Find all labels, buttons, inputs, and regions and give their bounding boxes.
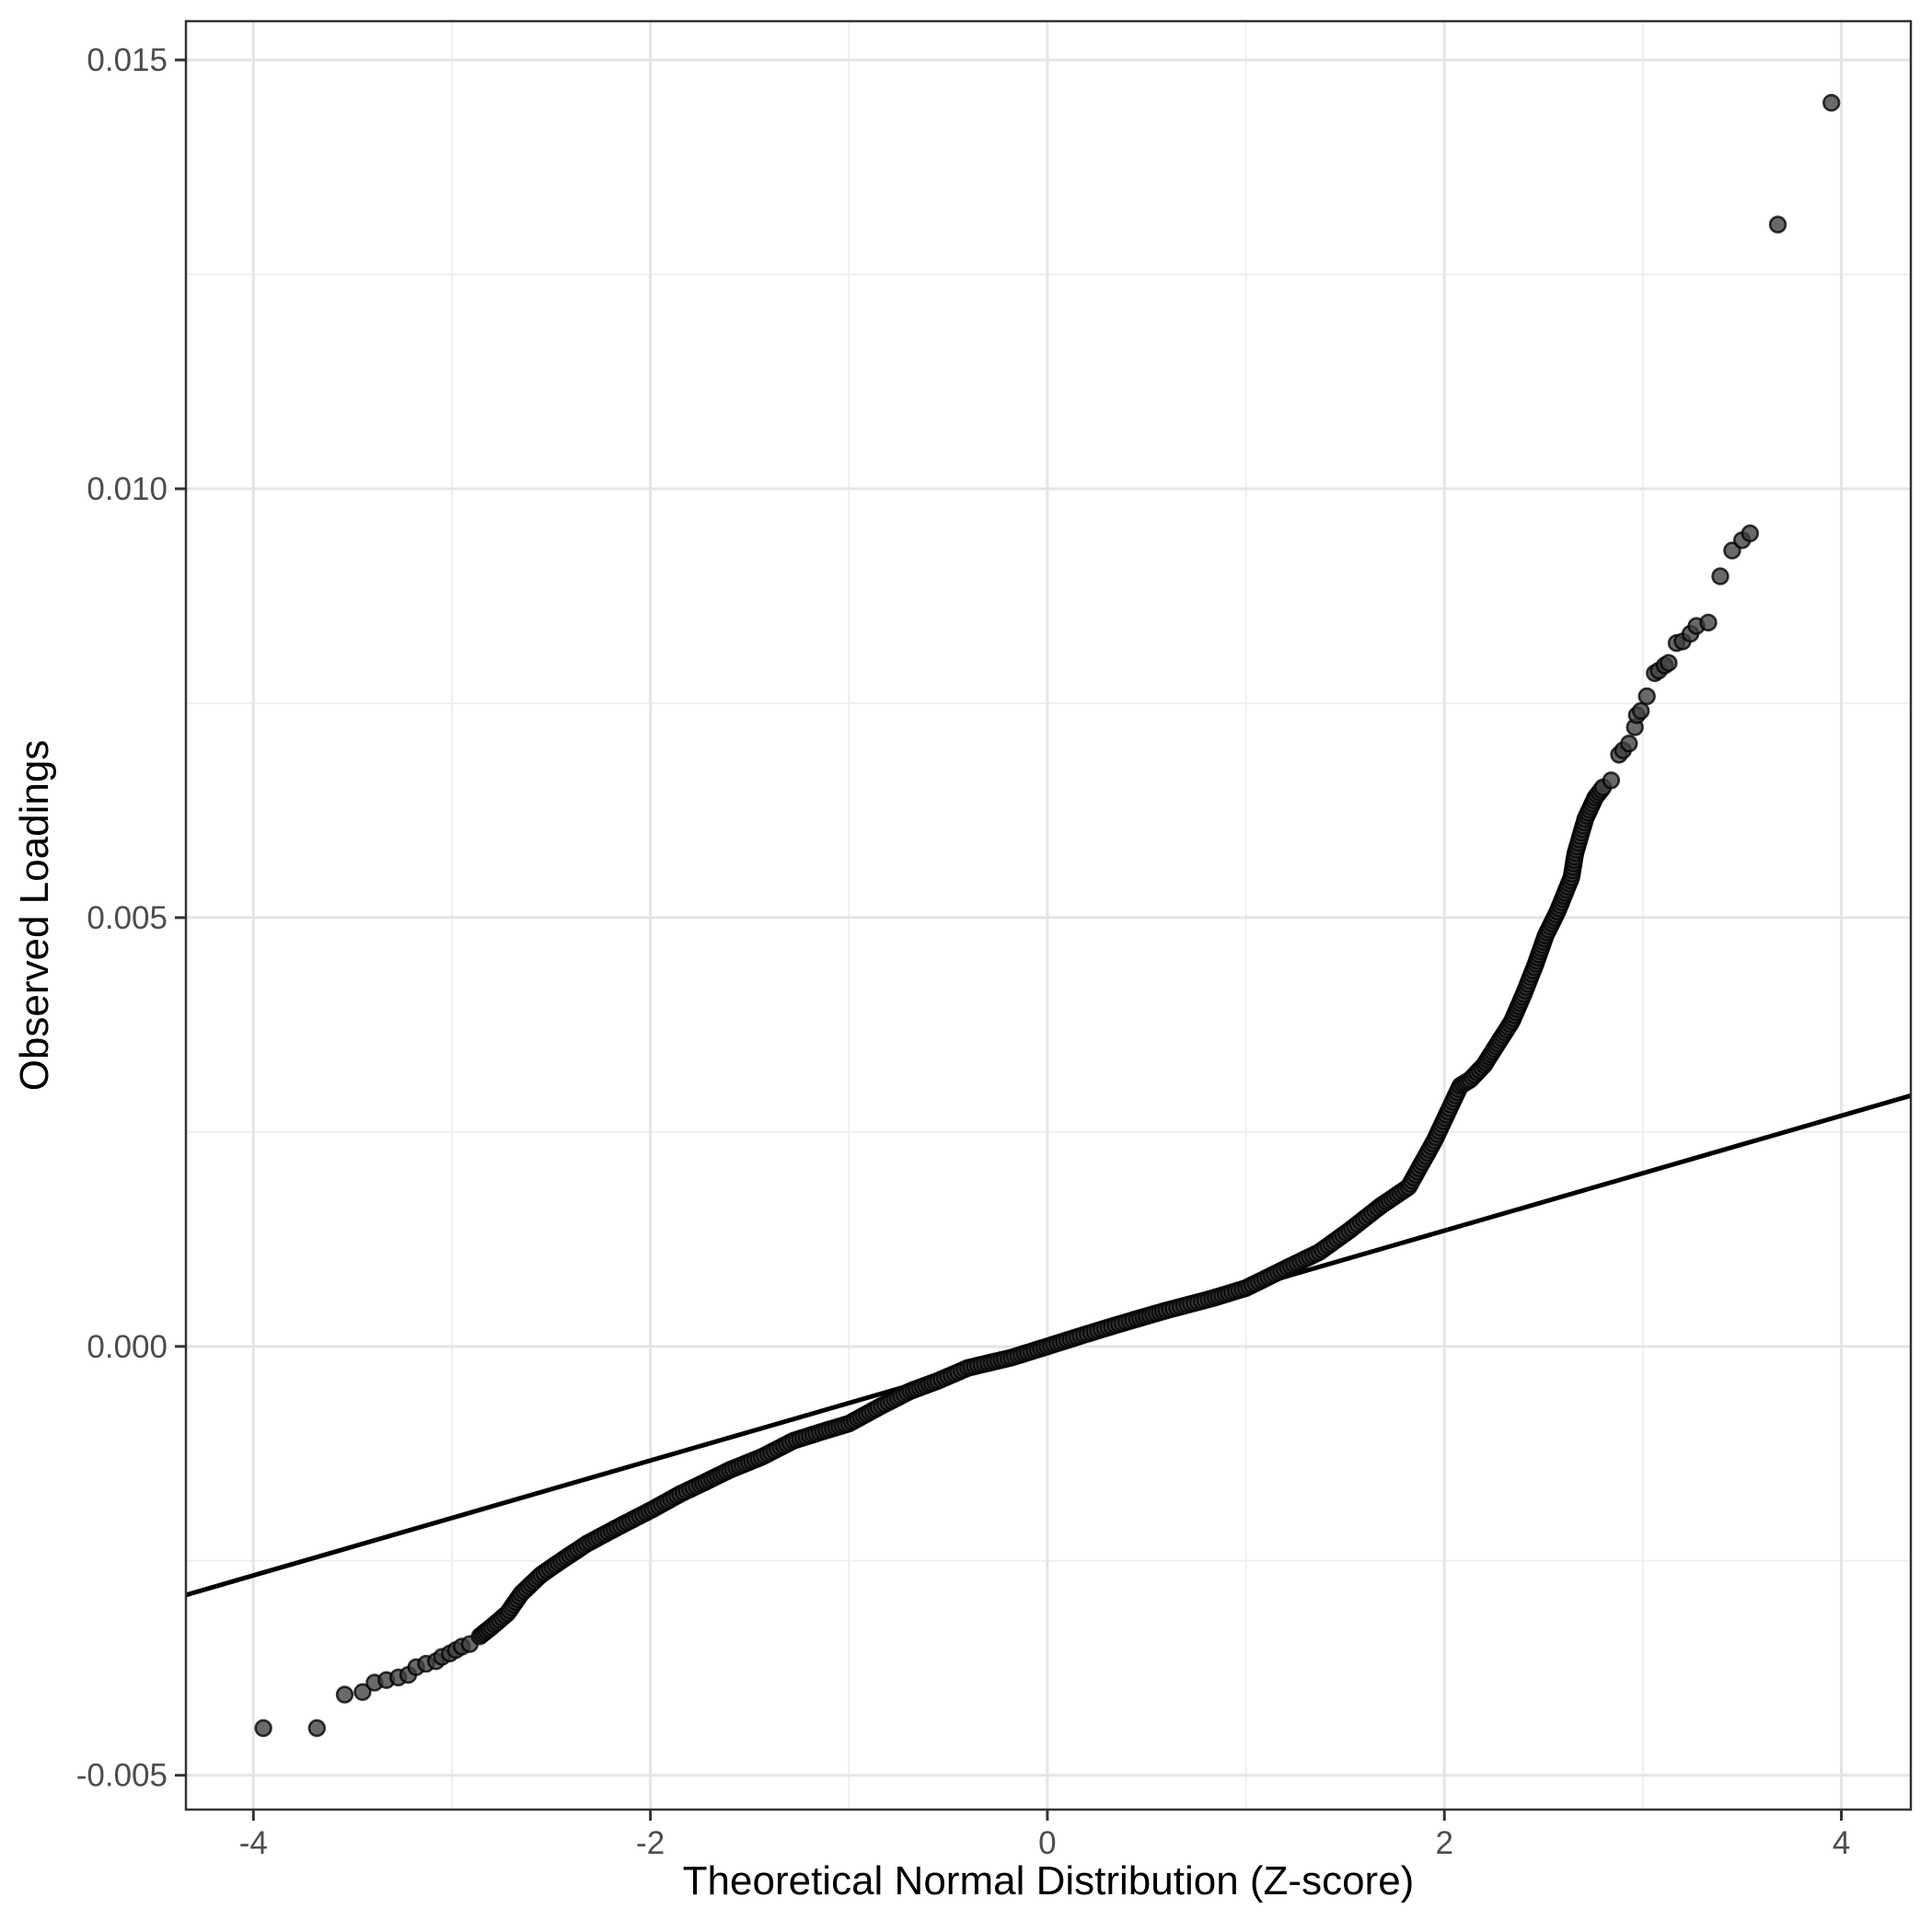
y-tick-label: 0.005: [87, 900, 168, 936]
x-tick-label: 4: [1833, 1825, 1850, 1861]
y-tick-label: -0.005: [76, 1758, 168, 1794]
x-tick-label: 0: [1038, 1825, 1056, 1861]
data-point: [1699, 613, 1718, 632]
data-point: [1768, 215, 1787, 234]
data-point: [1660, 654, 1678, 672]
y-axis-title: Observed Loadings: [12, 740, 57, 1092]
data-point: [1637, 687, 1656, 706]
y-tick-label: 0.000: [87, 1329, 168, 1365]
data-point: [1711, 567, 1730, 585]
data-point: [1602, 771, 1621, 790]
x-tick-label: 2: [1435, 1825, 1452, 1861]
scatter-points: [254, 93, 1841, 1738]
data-point: [1741, 524, 1760, 543]
y-axis-tick-labels: 0.015 0.010 0.005 0.000 -0.005: [76, 42, 168, 1794]
data-point: [1822, 93, 1841, 112]
data-point: [1620, 735, 1638, 753]
y-tick-label: 0.010: [87, 471, 168, 507]
data-point: [353, 1683, 372, 1702]
axis-tick-marks: [175, 58, 1844, 1821]
gridlines-major: [186, 21, 1911, 1810]
data-point: [307, 1718, 326, 1738]
y-tick-label: 0.015: [87, 42, 168, 78]
data-point: [254, 1718, 272, 1738]
x-tick-label: -2: [636, 1825, 665, 1861]
data-point: [335, 1685, 354, 1704]
x-axis-title: Theoretical Normal Distribution (Z-score…: [683, 1858, 1415, 1903]
x-axis-tick-labels: -4 -2 0 2 4: [239, 1825, 1850, 1861]
x-tick-label: -4: [239, 1825, 268, 1861]
data-point: [1631, 701, 1650, 721]
